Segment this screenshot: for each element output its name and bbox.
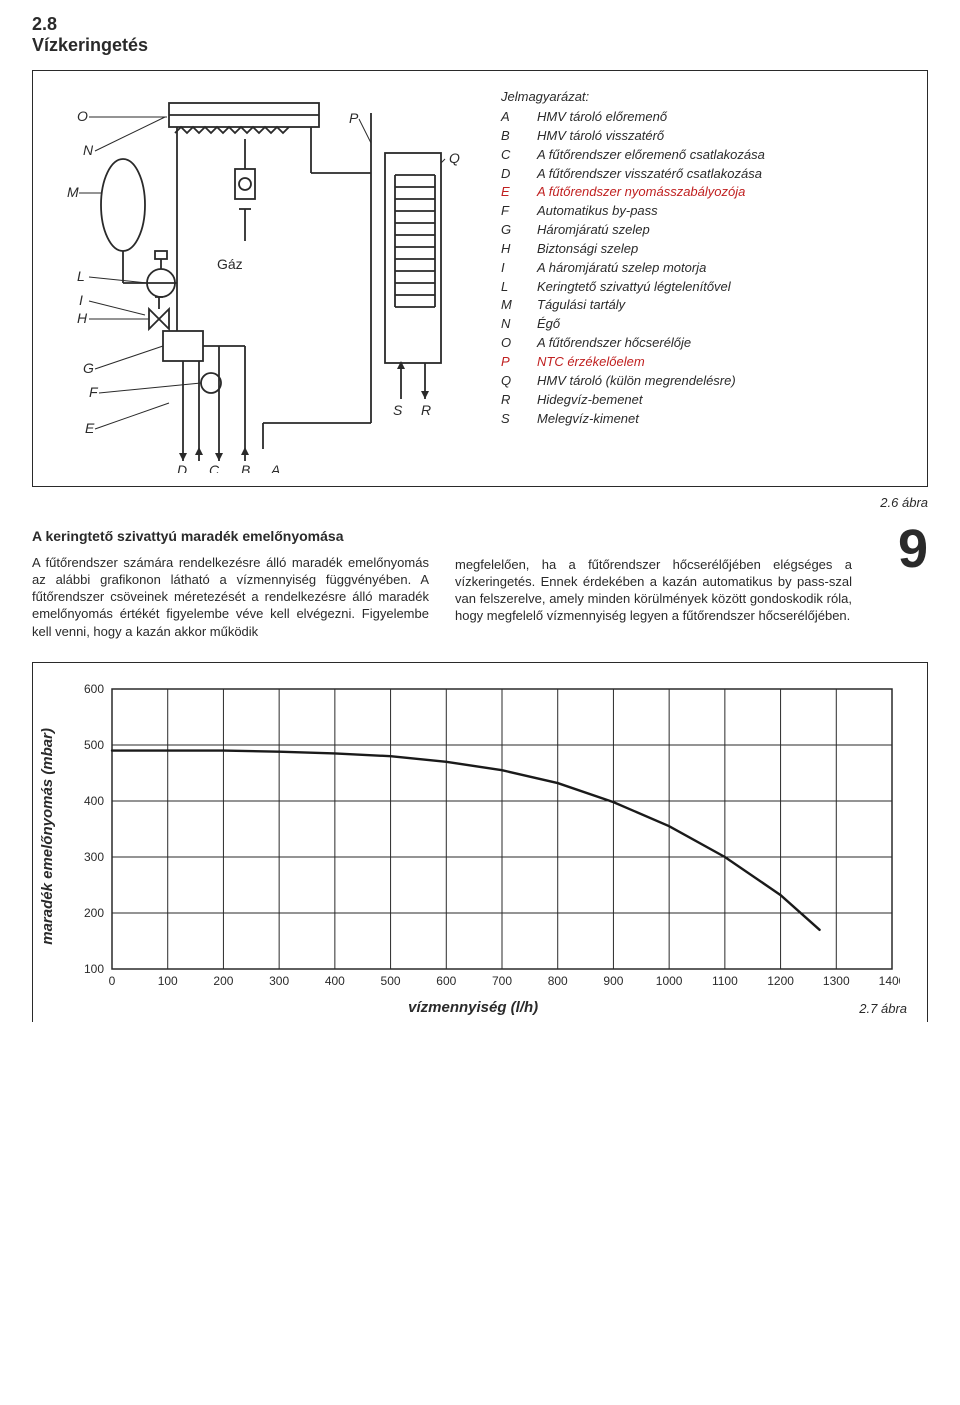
svg-text:0: 0: [109, 974, 116, 988]
legend-item: NÉgő: [501, 315, 911, 334]
svg-text:800: 800: [548, 974, 568, 988]
legend-item: FAutomatikus by-pass: [501, 202, 911, 221]
svg-text:500: 500: [84, 738, 104, 752]
chart-ylabel: maradék emelőnyomás (mbar): [39, 728, 56, 945]
svg-text:N: N: [83, 142, 94, 158]
svg-text:Gáz: Gáz: [217, 256, 243, 272]
figure-caption-1: 2.6 ábra: [32, 495, 928, 510]
svg-text:B: B: [241, 462, 250, 473]
svg-text:P: P: [349, 110, 359, 126]
pump-left-paragraph: A fűtőrendszer számára rendelkezésre áll…: [32, 554, 429, 640]
legend-item: GHáromjáratú szelep: [501, 221, 911, 240]
svg-text:D: D: [177, 462, 187, 473]
legend-item: AHMV tároló előremenő: [501, 108, 911, 127]
svg-text:200: 200: [213, 974, 233, 988]
legend-item: HBiztonsági szelep: [501, 240, 911, 259]
svg-text:R: R: [421, 402, 431, 418]
chart-box: maradék emelőnyomás (mbar) 0 100 200 300 400…: [32, 662, 928, 1022]
svg-text:200: 200: [84, 906, 104, 920]
svg-text:L: L: [77, 268, 85, 284]
section-number: 2.8: [32, 14, 928, 35]
svg-text:900: 900: [603, 974, 623, 988]
pump-text-block: A keringtető szivattyú maradék emelőnyom…: [32, 528, 928, 640]
figure-box-schematic: O N M L I H G F E Gáz P Q S R D C B: [32, 70, 928, 487]
chart-xlabel: vízmennyiség (l/h): [87, 999, 859, 1016]
legend-item: PNTC érzékelőelem: [501, 353, 911, 372]
page-number-large: 9: [898, 528, 928, 571]
svg-text:A: A: [270, 462, 280, 473]
svg-text:F: F: [89, 384, 99, 400]
pump-right-paragraph: megfelelően, ha a fűtőrendszer hőcserélő…: [455, 556, 852, 625]
svg-text:400: 400: [325, 974, 345, 988]
svg-text:1000: 1000: [656, 974, 683, 988]
svg-text:300: 300: [84, 850, 104, 864]
legend-item: OA fűtőrendszer hőcserélője: [501, 334, 911, 353]
svg-text:100: 100: [84, 962, 104, 976]
svg-text:1200: 1200: [767, 974, 794, 988]
figure-caption-2: 2.7 ábra: [859, 1001, 907, 1016]
legend-item: IA háromjáratú szelep motorja: [501, 259, 911, 278]
svg-text:100: 100: [158, 974, 178, 988]
svg-text:H: H: [77, 310, 88, 326]
svg-text:600: 600: [84, 682, 104, 696]
pump-heading: A keringtető szivattyú maradék emelőnyom…: [32, 528, 429, 544]
legend-item: QHMV tároló (külön megrendelésre): [501, 372, 911, 391]
svg-text:E: E: [85, 420, 95, 436]
pump-chart: 0 100 200 300 400 500 600 700 800 900 1000 1100 1200…: [64, 681, 900, 993]
legend-title: Jelmagyarázat:: [501, 89, 911, 104]
svg-text:300: 300: [269, 974, 289, 988]
svg-text:M: M: [67, 184, 79, 200]
svg-text:I: I: [79, 292, 83, 308]
legend-item: EA fűtőrendszer nyomásszabályozója: [501, 183, 911, 202]
svg-text:400: 400: [84, 794, 104, 808]
svg-text:600: 600: [436, 974, 456, 988]
svg-text:1100: 1100: [712, 974, 738, 988]
svg-text:S: S: [393, 402, 403, 418]
legend-item: BHMV tároló visszatérő: [501, 127, 911, 146]
svg-text:O: O: [77, 108, 88, 124]
legend-item: MTágulási tartály: [501, 296, 911, 315]
legend-item: DA fűtőrendszer visszatérő csatlakozása: [501, 165, 911, 184]
section-title: Vízkeringetés: [32, 35, 928, 56]
svg-text:700: 700: [492, 974, 512, 988]
svg-text:C: C: [209, 462, 220, 473]
legend-block: Jelmagyarázat: AHMV tároló előremenőBHMV…: [501, 83, 911, 428]
legend-item: LKeringtető szivattyú légtelenítővel: [501, 278, 911, 297]
schematic-diagram: O N M L I H G F E Gáz P Q S R D C B: [49, 83, 479, 476]
svg-text:1300: 1300: [823, 974, 850, 988]
legend-item: CA fűtőrendszer előremenő csatlakozása: [501, 146, 911, 165]
legend-item: RHidegvíz-bemenet: [501, 391, 911, 410]
legend-item: SMelegvíz-kimenet: [501, 410, 911, 429]
svg-text:G: G: [83, 360, 94, 376]
svg-text:500: 500: [381, 974, 401, 988]
svg-text:1400: 1400: [879, 974, 900, 988]
svg-text:Q: Q: [449, 150, 460, 166]
